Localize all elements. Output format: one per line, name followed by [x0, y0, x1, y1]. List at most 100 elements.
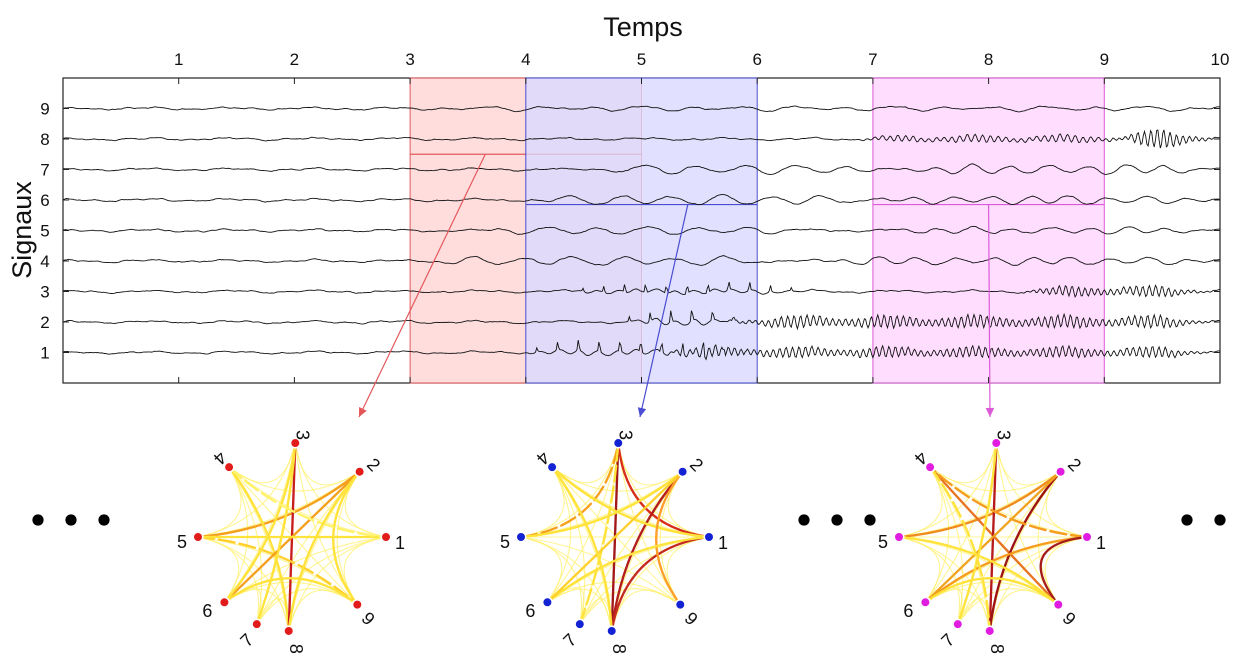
network-2-node-3: [612, 437, 624, 449]
network-1-faint-edge-4-7: [228, 466, 263, 625]
network-3-faint-edge-7-8: [957, 598, 991, 631]
network-3-faint-edge-7-9: [957, 588, 1059, 625]
ellipsis-2-dot-2: [831, 514, 843, 526]
x-axis-title: Temps: [603, 12, 683, 42]
network-1-node-2: [354, 466, 366, 478]
network-3-node-label-5: 5: [878, 532, 888, 552]
network-3-node-label-7: 7: [937, 630, 958, 651]
network-1-node-label-2: 2: [363, 454, 384, 475]
network-3-node-4: [924, 461, 936, 473]
network-1-node-label-9: 9: [358, 608, 379, 629]
network-3: 1 2 3 4 5 6 7 8 9: [878, 430, 1106, 654]
network-1-node-6: [218, 596, 230, 608]
x-tick-marks: [178, 78, 1221, 383]
x-tick-label-2: 2: [290, 50, 299, 69]
x-tick-label-5: 5: [637, 50, 646, 69]
network-3-node-label-9: 9: [1059, 608, 1080, 629]
network-1-node-label-6: 6: [202, 601, 212, 621]
ellipsis-1-dot-3: [98, 514, 110, 526]
y-tick-label-5: 5: [40, 222, 49, 241]
x-tick-label-1: 1: [174, 50, 183, 69]
network-1-node-label-5: 5: [177, 532, 187, 552]
network-3-node-label-3: 3: [994, 430, 1014, 440]
x-tick-labels: 1 2 3 4 5 6 7 8 9 10: [174, 50, 1229, 69]
y-tick-labels: 1 2 3 4 5 6 7 8 9: [40, 100, 49, 363]
x-tick-label-3: 3: [405, 50, 414, 69]
network-1-node-3: [289, 437, 301, 449]
y-tick-label-6: 6: [40, 191, 49, 210]
network-2-node-1: [703, 531, 715, 543]
network-2-node-6: [541, 596, 553, 608]
network-3-node-6: [919, 596, 931, 608]
signal-line-3: [62, 281, 1221, 298]
network-2-node-4: [546, 461, 558, 473]
network-1-node-label-8: 8: [286, 644, 306, 654]
network-2-node-9: [674, 599, 686, 611]
network-3-node-label-4: 4: [910, 447, 931, 468]
network-1-node-4: [223, 461, 235, 473]
y-axis-title: Signaux: [7, 181, 37, 279]
y-tick-label-1: 1: [40, 344, 49, 363]
network-1-strong-edge-10: [227, 465, 388, 539]
network-3-node-5: [893, 531, 905, 543]
window-arrow-head-1: [359, 407, 367, 417]
network-2-node-label-2: 2: [686, 454, 707, 475]
x-tick-label-6: 6: [752, 50, 761, 69]
network-3-strong-edge-8: [924, 470, 1062, 604]
y-tick-label-4: 4: [40, 252, 49, 271]
network-2-strong-edge-3: [610, 470, 684, 633]
y-tick-label-2: 2: [40, 313, 49, 332]
network-2-strong-edge-8: [546, 535, 711, 604]
network-3-strong-edge-1: [897, 470, 1062, 539]
window-arrows: [358, 153, 995, 418]
signal-line-8: [62, 129, 1221, 149]
network-2-node-label-4: 4: [532, 447, 553, 468]
network-2-node-7: [574, 618, 586, 630]
network-2-node-label-6: 6: [525, 601, 535, 621]
network-3-node-9: [1052, 599, 1064, 611]
network-1-node-label-7: 7: [236, 630, 257, 651]
ellipsis-2-dot-1: [798, 514, 810, 526]
network-1-node-label-4: 4: [209, 447, 230, 468]
network-2-faint-edge-2-9: [659, 471, 684, 605]
network-2-node-8: [606, 625, 618, 637]
ellipsis-1-dot-2: [65, 514, 77, 526]
window-arrow-line-1: [358, 153, 486, 418]
network-2-node-label-5: 5: [500, 532, 510, 552]
network-1-node-label-3: 3: [293, 430, 313, 440]
network-3-node-1: [1081, 531, 1093, 543]
network-1-node-9: [351, 599, 363, 611]
y-tick-marks: [63, 108, 1220, 353]
network-1-strong-edge-11: [223, 577, 359, 606]
network-3-node-label-1: 1: [1096, 533, 1106, 553]
network-1-node-label-1: 1: [395, 533, 405, 553]
y-tick-label-3: 3: [40, 283, 49, 302]
signal-line-2: [62, 310, 1221, 331]
signal-line-5: [63, 225, 1221, 235]
network-2-node-label-9: 9: [681, 608, 702, 629]
window-rect-2: [525, 77, 758, 384]
network-3-faint-edge-2-9: [1037, 471, 1062, 605]
network-3-strong-edge-9: [897, 535, 1060, 606]
network-1-strong-edge-9: [255, 441, 297, 626]
network-2-node-2: [677, 466, 689, 478]
continuation-dots: [32, 514, 1226, 526]
y-tick-label-9: 9: [40, 100, 49, 119]
network-1-node-1: [380, 531, 392, 543]
ellipsis-3-dot-2: [1214, 514, 1226, 526]
network-1-strong-edge-1: [196, 470, 361, 539]
network-3-faint-edge-5-6: [898, 536, 941, 603]
network-3-node-label-2: 2: [1064, 454, 1085, 475]
network-2-node-label-8: 8: [609, 644, 629, 654]
window-arrow-head-2: [637, 407, 647, 417]
network-2-node-label-7: 7: [559, 630, 580, 651]
network-3-strong-edge-10: [928, 465, 991, 633]
network-3-strong-edge-7: [1039, 535, 1089, 606]
network-3-node-8: [984, 625, 996, 637]
network-2-strong-edge-12: [550, 465, 613, 633]
network-1-node-5: [192, 531, 204, 543]
x-tick-label-10: 10: [1211, 50, 1230, 69]
network-3-strong-edge-4: [988, 470, 1062, 633]
network-1-node-7: [251, 618, 263, 630]
signal-line-7: [62, 163, 1221, 175]
